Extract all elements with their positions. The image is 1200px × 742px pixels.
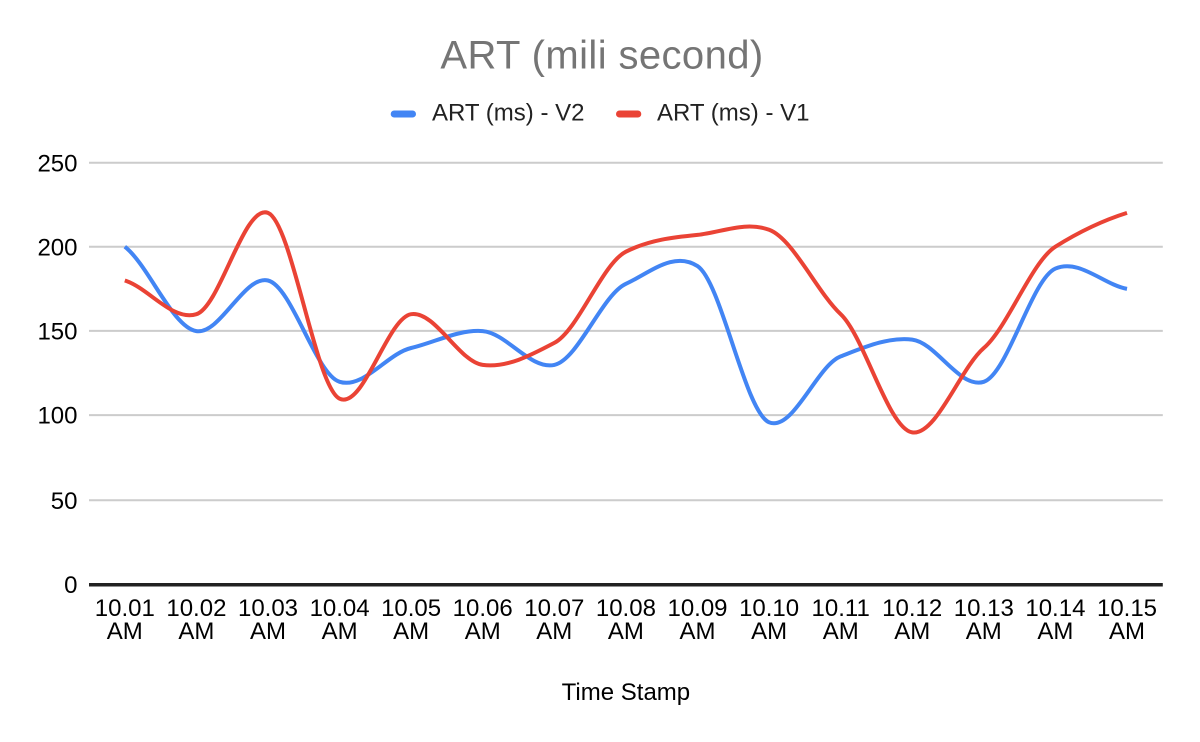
- svg-text:10.04: 10.04: [310, 595, 370, 622]
- svg-text:150: 150: [37, 319, 77, 346]
- svg-text:AM: AM: [178, 618, 214, 645]
- svg-text:10.08: 10.08: [596, 595, 656, 622]
- svg-text:ART (ms) - V1: ART (ms) - V1: [657, 100, 809, 127]
- svg-text:0: 0: [64, 572, 77, 599]
- svg-text:AM: AM: [322, 618, 358, 645]
- svg-text:10.12: 10.12: [882, 595, 942, 622]
- svg-text:10.11: 10.11: [812, 595, 870, 622]
- svg-text:10.02: 10.02: [166, 595, 226, 622]
- svg-text:10.15: 10.15: [1097, 595, 1157, 622]
- svg-text:AM: AM: [680, 618, 716, 645]
- svg-text:10.06: 10.06: [453, 595, 513, 622]
- svg-text:AM: AM: [823, 618, 859, 645]
- svg-text:10.07: 10.07: [524, 595, 584, 622]
- svg-text:10.10: 10.10: [739, 595, 799, 622]
- svg-text:AM: AM: [1037, 618, 1073, 645]
- svg-text:AM: AM: [751, 618, 787, 645]
- svg-text:ART (mili second): ART (mili second): [440, 34, 763, 78]
- svg-text:ART (ms) - V2: ART (ms) - V2: [432, 100, 584, 127]
- svg-text:10.01: 10.01: [95, 595, 155, 622]
- svg-text:AM: AM: [608, 618, 644, 645]
- svg-text:100: 100: [37, 403, 77, 430]
- svg-text:10.03: 10.03: [238, 595, 298, 622]
- svg-text:50: 50: [51, 488, 78, 515]
- svg-text:10.14: 10.14: [1025, 595, 1085, 622]
- svg-text:AM: AM: [250, 618, 286, 645]
- svg-text:AM: AM: [894, 618, 930, 645]
- svg-text:AM: AM: [107, 618, 143, 645]
- svg-text:10.05: 10.05: [381, 595, 441, 622]
- svg-text:200: 200: [37, 234, 77, 261]
- svg-text:AM: AM: [393, 618, 429, 645]
- svg-text:AM: AM: [966, 618, 1002, 645]
- svg-text:AM: AM: [536, 618, 572, 645]
- svg-text:10.09: 10.09: [667, 595, 727, 622]
- svg-text:10.13: 10.13: [954, 595, 1014, 622]
- svg-text:AM: AM: [1109, 618, 1145, 645]
- svg-text:250: 250: [37, 150, 77, 177]
- svg-text:AM: AM: [465, 618, 501, 645]
- svg-text:Time Stamp: Time Stamp: [562, 679, 690, 706]
